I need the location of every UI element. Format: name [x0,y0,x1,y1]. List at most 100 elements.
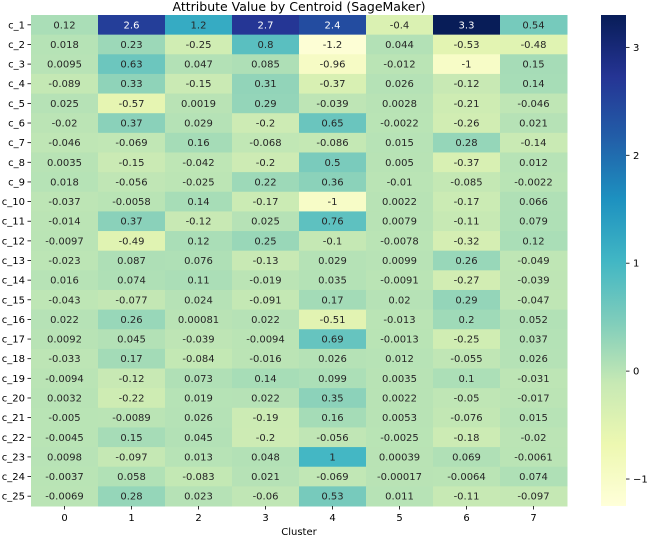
heatmap-cell [299,93,367,114]
cell-value-label: 0.035 [318,276,347,287]
cell-value-label: 0.024 [184,295,213,306]
colorbar-tick-label: 0 [633,367,639,378]
y-tick-label: c_17 [2,335,25,346]
heatmap-cell [299,289,367,311]
heatmap-cell [500,211,568,232]
x-tick-label: 5 [396,513,402,524]
heatmap-cell [232,329,300,350]
cell-value-label: 0.22 [254,177,276,188]
heatmap-cell [98,211,166,232]
heatmap-cell [500,447,568,468]
heatmap-cell [232,368,300,389]
cell-value-label: 0.53 [321,492,343,503]
heatmap-cell [500,289,568,311]
heatmap-cell [299,73,367,95]
heatmap-cell [366,73,434,95]
heatmap-cell [366,15,434,36]
heatmap-cell [366,407,434,428]
heatmap-cell [31,172,99,193]
cell-value-label: -0.02 [521,433,547,444]
heatmap-cell [299,152,367,173]
cell-value-label: 0.0022 [382,197,417,208]
heatmap-cell [31,348,99,370]
heatmap-cell [433,329,501,350]
heatmap-cell [98,93,166,114]
heatmap-cell [500,427,568,448]
cell-value-label: -0.4 [390,20,410,31]
cell-value-label: 0.0053 [382,413,417,424]
heatmap-cell [500,93,568,114]
cell-value-label: -0.056 [115,177,147,188]
cell-value-label: 0.079 [519,217,548,228]
x-tick-label: 6 [463,513,469,524]
cell-value-label: -0.043 [48,295,80,306]
heatmap-cell [165,289,233,311]
cell-value-label: -0.1 [323,236,343,247]
cell-value-label: -0.046 [517,99,549,110]
heatmap-cell [299,15,367,36]
heatmap-cell [500,152,568,173]
heatmap-cell [31,368,99,389]
cell-value-label: 0.36 [321,177,343,188]
cell-value-label: -0.32 [454,236,480,247]
heatmap-cell [433,309,501,330]
cell-value-label: 0.066 [519,197,548,208]
heatmap-cell [433,368,501,389]
cell-value-label: -0.51 [320,315,346,326]
heatmap-cell [366,289,434,311]
heatmap-cell [366,309,434,330]
cell-value-label: -0.26 [454,119,480,130]
heatmap-cell [98,368,166,389]
cell-value-label: 0.022 [251,315,280,326]
cell-value-label: 0.23 [120,40,142,51]
cell-value-label: -0.25 [186,40,212,51]
heatmap-cell [366,113,434,134]
cell-value-label: 0.17 [120,354,142,365]
heatmap-cell [98,250,166,271]
heatmap-cell [366,427,434,448]
heatmap-cell [433,289,501,311]
heatmap-cell [433,270,501,291]
cell-value-label: -0.37 [454,158,480,169]
cell-value-label: 0.69 [321,335,343,346]
y-tick-label: c_15 [2,295,25,306]
x-axis-ticks: 0 1 2 3 4 5 6 7 [61,506,537,524]
cell-value-label: -0.025 [182,177,214,188]
heatmap-cell [433,407,501,428]
heatmap-cell [500,231,568,252]
cell-value-label: -0.084 [182,354,214,365]
heatmap-cell [232,486,300,507]
cell-value-label: 0.29 [455,295,477,306]
cell-value-label: 0.021 [519,119,548,130]
heatmap-cell [299,54,367,75]
y-tick-label: c_13 [2,256,25,267]
cell-value-label: -1.2 [323,40,343,51]
heatmap-cell [433,191,501,212]
cell-value-label: 0.76 [321,217,343,228]
heatmap-cell [366,132,434,153]
cell-value-label: 2.7 [258,20,274,31]
cell-value-label: 0.023 [184,492,213,503]
heatmap-cell [366,231,434,252]
cell-value-label: 2.4 [325,20,341,31]
heatmap-cell [500,466,568,487]
cell-value-label: -0.17 [253,197,279,208]
heatmap-cell [165,132,233,153]
cell-value-label: 0.0019 [181,99,216,110]
cell-value-label: -0.069 [115,138,147,149]
x-tick-label: 0 [61,513,67,524]
heatmap-cell [232,152,300,173]
cell-value-label: -0.033 [48,354,80,365]
cell-value-label: 0.052 [519,315,548,326]
cell-value-label: -0.25 [454,335,480,346]
heatmap-cell [165,447,233,468]
cell-value-label: 0.099 [318,374,347,385]
heatmap-cell [98,466,166,487]
cell-value-label: 0.14 [187,197,209,208]
cell-value-label: 0.016 [50,276,79,287]
heatmap-cell [165,152,233,173]
cell-value-label: -0.27 [454,276,480,287]
heatmap-cell [98,447,166,468]
cell-value-label: -0.96 [320,60,346,71]
heatmap-cell [98,34,166,55]
